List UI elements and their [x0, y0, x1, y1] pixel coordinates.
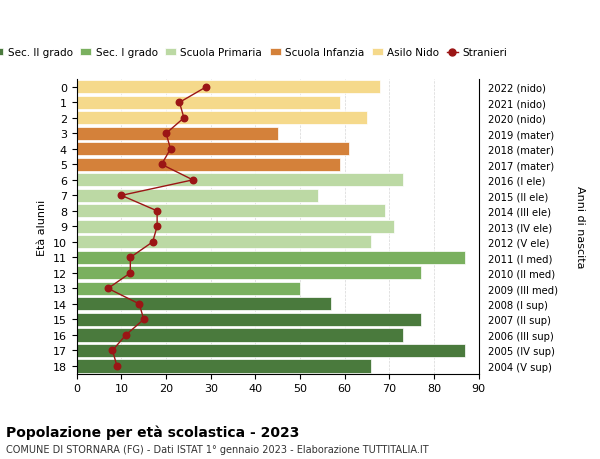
- Point: [152, 223, 162, 230]
- Point: [175, 100, 184, 107]
- Bar: [77, 96, 340, 110]
- Bar: [77, 190, 318, 202]
- Bar: [77, 329, 403, 342]
- Point: [121, 331, 131, 339]
- Point: [152, 208, 162, 215]
- Point: [148, 239, 157, 246]
- Legend: Sec. II grado, Sec. I grado, Scuola Primaria, Scuola Infanzia, Asilo Nido, Stran: Sec. II grado, Sec. I grado, Scuola Prim…: [0, 44, 511, 62]
- Bar: [77, 298, 331, 311]
- Point: [188, 177, 197, 184]
- Point: [103, 285, 113, 292]
- Text: COMUNE DI STORNARA (FG) - Dati ISTAT 1° gennaio 2023 - Elaborazione TUTTITALIA.I: COMUNE DI STORNARA (FG) - Dati ISTAT 1° …: [6, 444, 428, 454]
- Point: [107, 347, 117, 354]
- Point: [157, 161, 166, 168]
- Point: [116, 192, 126, 200]
- Bar: [77, 267, 421, 280]
- Point: [202, 84, 211, 91]
- Y-axis label: Età alunni: Età alunni: [37, 199, 47, 255]
- Point: [161, 130, 171, 138]
- Bar: [77, 344, 465, 357]
- Bar: [77, 128, 278, 140]
- Y-axis label: Anni di nascita: Anni di nascita: [575, 186, 585, 268]
- Point: [166, 146, 175, 153]
- Bar: [77, 174, 403, 187]
- Bar: [77, 143, 349, 156]
- Point: [139, 316, 149, 324]
- Bar: [77, 282, 300, 295]
- Bar: [77, 251, 465, 264]
- Bar: [77, 158, 340, 172]
- Point: [125, 269, 135, 277]
- Bar: [77, 81, 380, 94]
- Bar: [77, 313, 421, 326]
- Bar: [77, 220, 394, 234]
- Bar: [77, 112, 367, 125]
- Point: [179, 115, 189, 122]
- Bar: [77, 205, 385, 218]
- Point: [125, 254, 135, 262]
- Point: [112, 363, 122, 370]
- Text: Popolazione per età scolastica - 2023: Popolazione per età scolastica - 2023: [6, 425, 299, 439]
- Point: [134, 301, 144, 308]
- Bar: [77, 236, 371, 249]
- Bar: [77, 359, 371, 373]
